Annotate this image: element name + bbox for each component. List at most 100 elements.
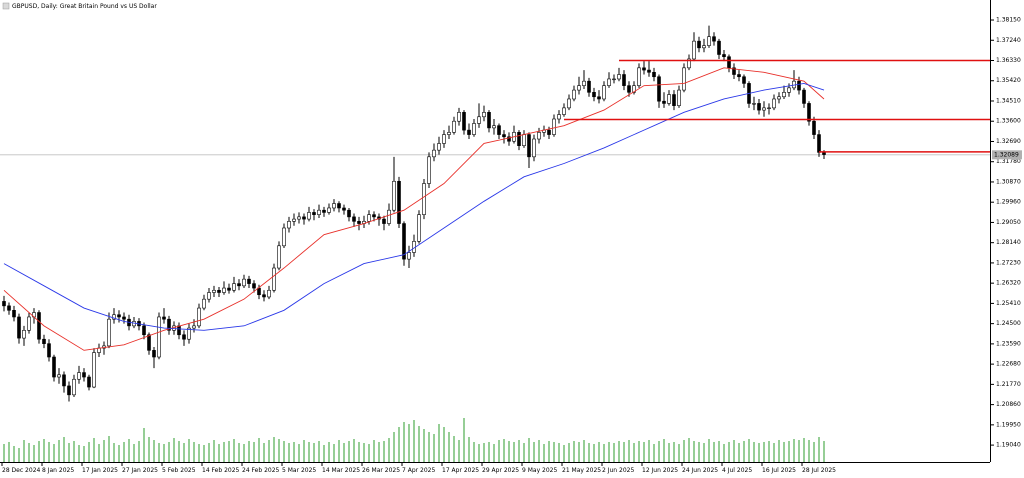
volume-bar xyxy=(613,443,615,462)
volume-bar xyxy=(383,441,385,462)
x-tick-label: 17 Apr 2025 xyxy=(442,467,479,474)
volume-bar xyxy=(728,442,730,462)
candle-body xyxy=(387,209,391,224)
volume-bar xyxy=(388,438,390,462)
volume-bar xyxy=(563,445,565,462)
y-tick-label: 1.31780 xyxy=(996,158,1021,165)
volume-bar xyxy=(438,424,440,462)
candle-body xyxy=(282,227,286,247)
candle-body xyxy=(192,325,196,329)
y-tick-label: 1.26320 xyxy=(996,280,1021,287)
volume-bar xyxy=(713,442,715,462)
candle-body xyxy=(357,221,361,224)
x-tick-label: 24 Feb 2025 xyxy=(242,467,280,474)
candle-body xyxy=(472,123,476,135)
volume-bar xyxy=(273,437,275,462)
x-tick-label: 28 Jul 2025 xyxy=(802,467,836,474)
candle-body xyxy=(672,94,676,106)
candle-body xyxy=(652,71,656,78)
candle-body xyxy=(682,67,686,91)
volume-bar xyxy=(458,440,460,462)
y-tick-label: 1.25410 xyxy=(996,300,1021,307)
candle-body xyxy=(352,216,356,222)
y-tick-label: 1.19950 xyxy=(996,421,1021,428)
volume-bar xyxy=(678,444,680,462)
volume-bar xyxy=(218,444,220,462)
volume-bar xyxy=(463,418,465,462)
candle-body xyxy=(567,98,571,109)
candle-body xyxy=(647,69,651,73)
candle-body xyxy=(397,180,401,224)
candle-body xyxy=(497,125,501,135)
volume-bar xyxy=(173,438,175,462)
candle-body xyxy=(372,214,376,218)
volume-bar xyxy=(328,442,330,462)
candle-body xyxy=(417,214,421,242)
candle-body xyxy=(187,327,191,340)
candle-body xyxy=(737,74,741,78)
candle-body xyxy=(77,372,81,380)
candle-body xyxy=(167,318,171,331)
x-tick-label: 2 Jun 2025 xyxy=(602,467,634,474)
volume-bar xyxy=(358,442,360,462)
volume-bar xyxy=(583,440,585,462)
volume-bar xyxy=(368,444,370,462)
volume-bar xyxy=(503,439,505,462)
y-tick-label: 1.23590 xyxy=(996,340,1021,347)
volume-bar xyxy=(648,440,650,462)
volume-bar xyxy=(543,444,545,462)
candle-body xyxy=(752,103,756,105)
y-tick-label: 1.19040 xyxy=(996,442,1021,449)
volume-bar xyxy=(153,440,155,462)
x-tick-label: 21 May 2025 xyxy=(562,467,601,474)
volume-bar xyxy=(188,439,190,462)
volume-bar xyxy=(313,443,315,462)
volume-bar xyxy=(558,443,560,462)
candle-body xyxy=(697,40,701,49)
volume-bar xyxy=(653,444,655,462)
candle-body xyxy=(817,134,821,153)
candle-body xyxy=(142,325,146,336)
volume-bar xyxy=(253,442,255,462)
candle-body xyxy=(182,334,186,340)
candle-body xyxy=(642,67,646,71)
candle-body xyxy=(227,287,231,291)
volume-bar xyxy=(118,445,120,462)
volume-bar xyxy=(523,443,525,462)
volume-bar xyxy=(183,443,185,462)
volume-bar xyxy=(68,443,70,462)
volume-bar xyxy=(518,440,520,462)
candle-body xyxy=(342,207,346,211)
volume-bar xyxy=(403,422,405,462)
candle-body xyxy=(757,103,761,111)
candle-body xyxy=(327,207,331,213)
volume-bar xyxy=(468,437,470,462)
volume-bar xyxy=(138,441,140,462)
volume-bar xyxy=(423,429,425,462)
volume-bar xyxy=(378,442,380,462)
volume-bar xyxy=(33,445,35,462)
candle-body xyxy=(802,89,806,104)
volume-bar xyxy=(743,441,745,462)
candle-body xyxy=(17,316,21,339)
volume-bar xyxy=(538,440,540,462)
volume-bar xyxy=(753,442,755,462)
candle-body xyxy=(657,76,661,102)
candle-body xyxy=(572,89,576,100)
y-tick-label: 1.28140 xyxy=(996,239,1021,246)
volume-bar xyxy=(663,439,665,462)
volume-bar xyxy=(148,437,150,462)
volume-bar xyxy=(348,441,350,462)
candle-body xyxy=(267,289,271,298)
volume-bar xyxy=(133,444,135,462)
candle-body xyxy=(367,214,371,222)
candle-body xyxy=(27,316,31,331)
volume-bar xyxy=(763,442,765,462)
candle-body xyxy=(722,54,726,58)
candle-body xyxy=(687,58,691,69)
candle-body xyxy=(482,112,486,118)
candle-body xyxy=(607,78,611,86)
volume-bar xyxy=(703,443,705,462)
candle-body xyxy=(212,289,216,293)
candle-body xyxy=(242,278,246,287)
